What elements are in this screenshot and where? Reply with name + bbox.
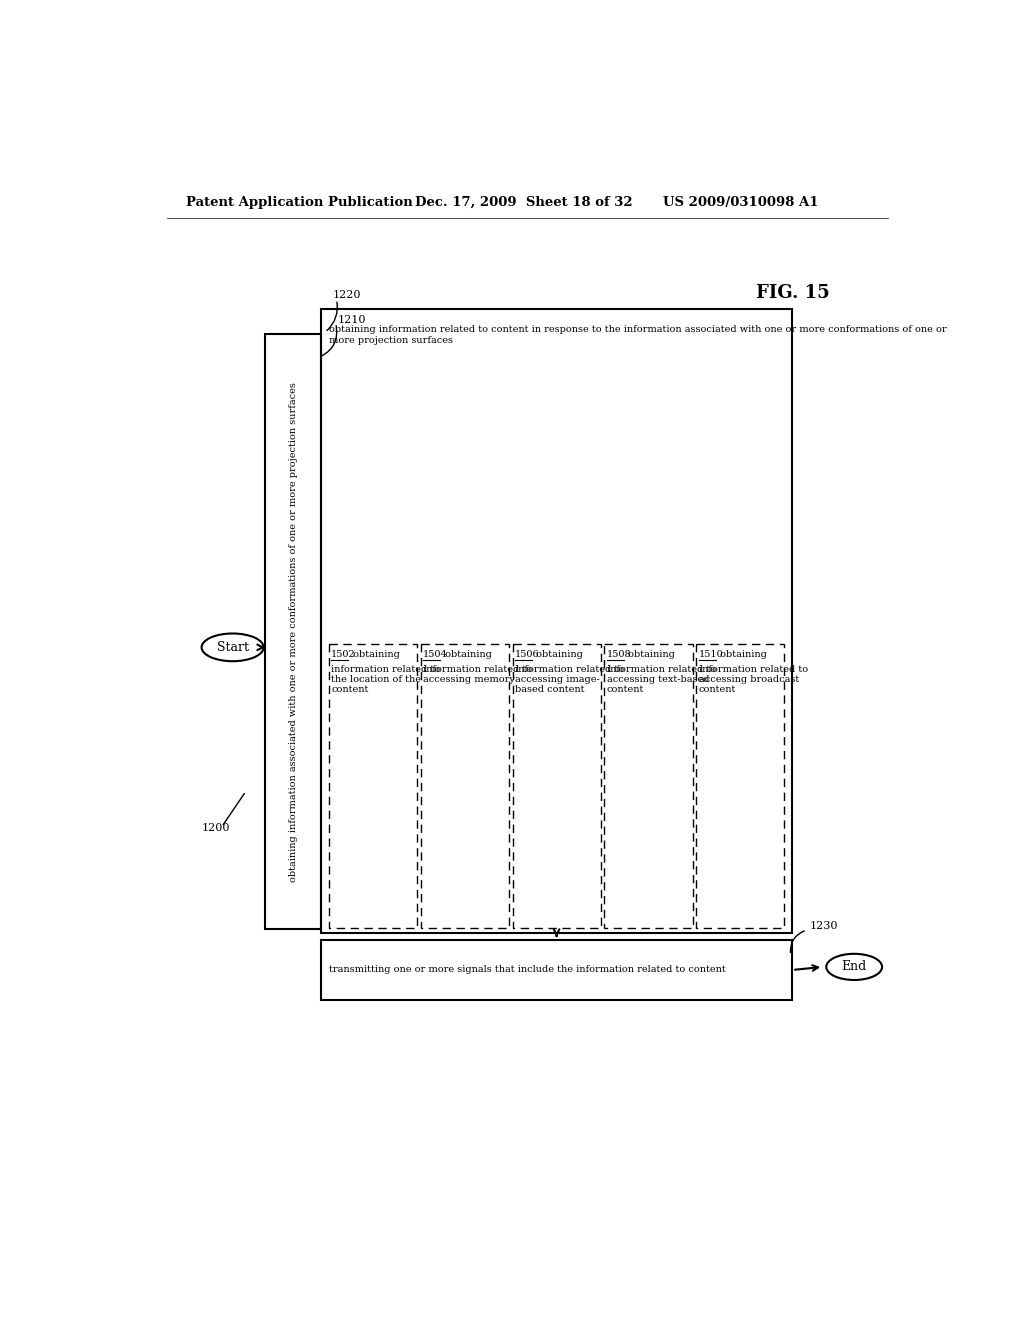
Text: accessing broadcast: accessing broadcast bbox=[698, 675, 799, 684]
Text: more projection surfaces: more projection surfaces bbox=[329, 337, 453, 346]
Text: obtaining: obtaining bbox=[626, 649, 675, 659]
Text: US 2009/0310098 A1: US 2009/0310098 A1 bbox=[663, 195, 818, 209]
Text: information related to: information related to bbox=[698, 665, 808, 675]
Text: obtaining: obtaining bbox=[534, 649, 584, 659]
Text: obtaining information related to content in response to the information associat: obtaining information related to content… bbox=[329, 325, 946, 334]
Text: End: End bbox=[842, 961, 866, 973]
Text: obtaining: obtaining bbox=[441, 649, 492, 659]
Text: information related to: information related to bbox=[331, 665, 440, 675]
Text: information related to: information related to bbox=[515, 665, 624, 675]
Text: 1200: 1200 bbox=[202, 824, 230, 833]
Bar bbox=[321, 309, 793, 933]
Text: content: content bbox=[698, 685, 736, 694]
Text: FIG. 15: FIG. 15 bbox=[756, 284, 829, 302]
Text: accessing text-based: accessing text-based bbox=[607, 675, 710, 684]
Text: 1504: 1504 bbox=[423, 649, 447, 659]
Text: content: content bbox=[607, 685, 644, 694]
Bar bbox=[604, 644, 692, 928]
Text: accessing image-: accessing image- bbox=[515, 675, 600, 684]
Bar bbox=[265, 334, 321, 929]
Text: 1210: 1210 bbox=[338, 315, 367, 325]
Text: information related to: information related to bbox=[423, 665, 532, 675]
Text: obtaining information associated with one or more conformations of one or more p: obtaining information associated with on… bbox=[289, 381, 298, 882]
Text: 1502: 1502 bbox=[331, 649, 355, 659]
Text: 1506: 1506 bbox=[515, 649, 540, 659]
Text: based content: based content bbox=[515, 685, 585, 694]
Text: information related to: information related to bbox=[607, 665, 716, 675]
Text: accessing memory: accessing memory bbox=[423, 675, 515, 684]
Text: 1510: 1510 bbox=[698, 649, 724, 659]
Text: obtaining: obtaining bbox=[349, 649, 399, 659]
Text: Start: Start bbox=[217, 640, 249, 653]
Text: 1220: 1220 bbox=[333, 290, 361, 301]
Text: transmitting one or more signals that include the information related to content: transmitting one or more signals that in… bbox=[329, 965, 725, 974]
Text: 1230: 1230 bbox=[809, 921, 838, 931]
Text: content: content bbox=[331, 685, 369, 694]
Text: obtaining: obtaining bbox=[717, 649, 767, 659]
Text: Dec. 17, 2009  Sheet 18 of 32: Dec. 17, 2009 Sheet 18 of 32 bbox=[415, 195, 633, 209]
Text: Patent Application Publication: Patent Application Publication bbox=[186, 195, 413, 209]
Bar bbox=[696, 644, 784, 928]
Bar bbox=[513, 644, 601, 928]
Bar bbox=[329, 644, 417, 928]
Bar bbox=[321, 940, 793, 1001]
Text: the location of the: the location of the bbox=[331, 675, 421, 684]
Bar bbox=[421, 644, 509, 928]
Text: 1508: 1508 bbox=[607, 649, 632, 659]
